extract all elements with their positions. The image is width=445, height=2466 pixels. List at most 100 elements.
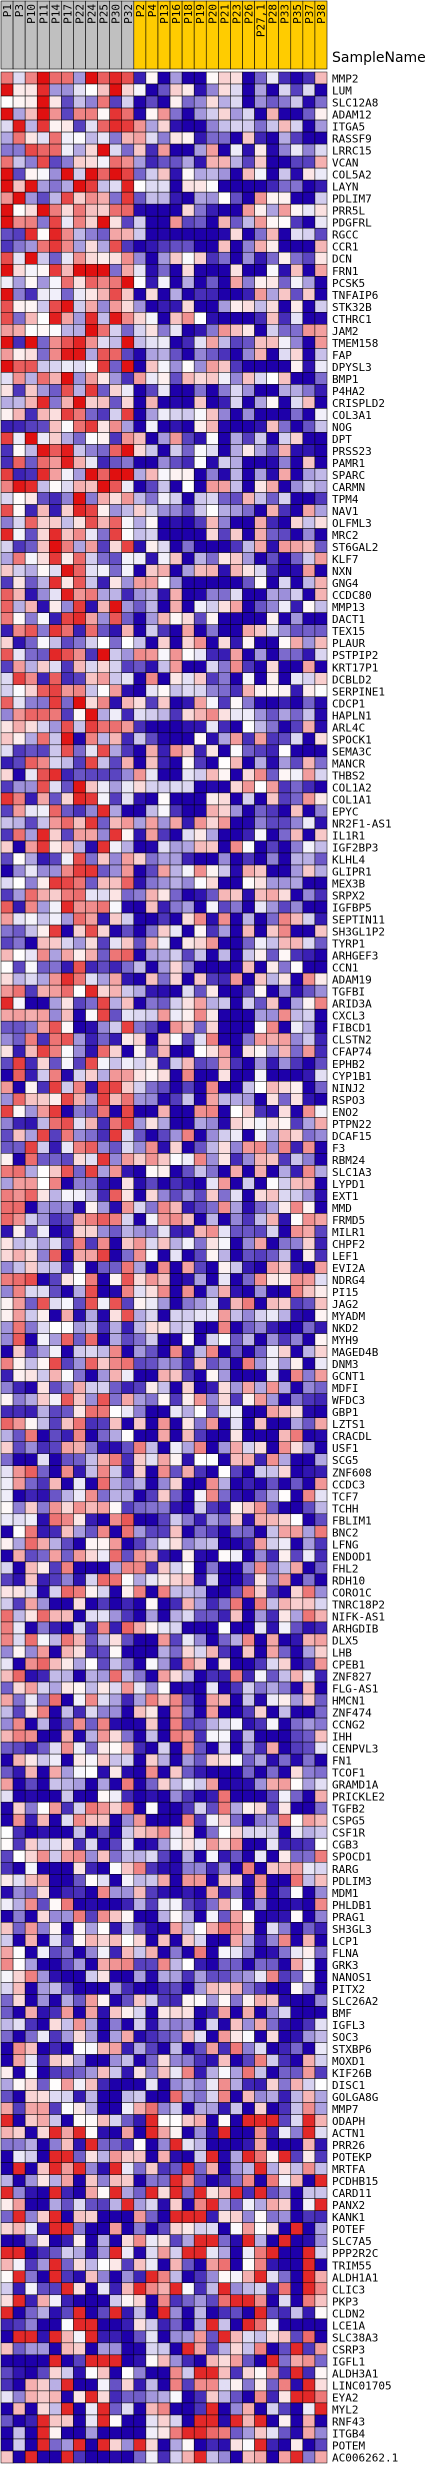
heatmap-cell: [266, 1849, 279, 1863]
heatmap-cell: [0, 1777, 14, 1791]
heatmap-cell: [206, 504, 219, 517]
heatmap-cell: [0, 492, 14, 505]
heatmap-cell: [61, 324, 74, 337]
heatmap-cell: [121, 1008, 135, 1022]
heatmap-cell: [230, 504, 243, 517]
heatmap-cell: [97, 552, 110, 565]
heatmap-cell: [218, 2066, 231, 2079]
heatmap-cell: [254, 107, 267, 121]
heatmap-cell: [230, 300, 243, 313]
heatmap-cell: [133, 648, 147, 661]
heatmap-cell: [206, 227, 219, 241]
heatmap-cell: [169, 2246, 183, 2259]
heatmap-cell: [290, 1369, 304, 1382]
heatmap-cell: [12, 1958, 26, 1971]
heatmap-cell: [61, 1225, 74, 1238]
heatmap-cell: [133, 2030, 147, 2043]
heatmap-cell: [242, 1525, 255, 1539]
heatmap-cell: [145, 444, 159, 457]
heatmap-cell: [290, 1585, 304, 1599]
heatmap-cell: [24, 516, 38, 529]
heatmap-cell: [230, 1753, 243, 1767]
heatmap-cell: [157, 71, 171, 85]
heatmap-cell: [133, 1741, 147, 1755]
heatmap-cell: [206, 2006, 219, 2019]
heatmap-cell: [254, 996, 267, 1010]
heatmap-cell: [133, 348, 147, 361]
heatmap-cell: [145, 288, 159, 301]
heatmap-cell: [218, 816, 231, 830]
heatmap-cell: [73, 1297, 86, 1310]
heatmap-cell: [314, 1441, 328, 1454]
heatmap-cell: [49, 456, 62, 469]
sample-label: P14: [49, 4, 62, 24]
heatmap-cell: [230, 888, 243, 902]
heatmap-cell: [302, 300, 316, 313]
heatmap-cell: [230, 1213, 243, 1226]
heatmap-cell: [206, 984, 219, 998]
heatmap-cell: [230, 468, 243, 481]
heatmap-cell: [24, 708, 38, 722]
heatmap-cell: [73, 588, 86, 601]
heatmap-cell: [290, 2126, 304, 2139]
heatmap-cell: [181, 1237, 195, 1250]
heatmap-cell: [85, 143, 98, 157]
heatmap-cell: [0, 1285, 14, 1298]
heatmap-cell: [121, 1321, 135, 1334]
heatmap-cell: [36, 1525, 50, 1539]
heatmap-cell: [230, 600, 243, 613]
heatmap-cell: [133, 2042, 147, 2055]
heatmap-cell: [169, 227, 183, 241]
heatmap-cell: [230, 1958, 243, 1971]
heatmap-cell: [36, 1369, 50, 1382]
heatmap-cell: [0, 1837, 14, 1851]
heatmap-cell: [193, 1153, 207, 1166]
heatmap-cell: [157, 1189, 171, 1202]
heatmap-cell: [109, 155, 122, 169]
heatmap-cell: [193, 251, 207, 265]
heatmap-cell: [12, 1393, 26, 1406]
heatmap-cell: [290, 2054, 304, 2067]
heatmap-cell: [61, 792, 74, 806]
heatmap-cell: [230, 480, 243, 493]
heatmap-cell: [121, 2162, 135, 2175]
heatmap-cell: [290, 852, 304, 866]
heatmap-cell: [145, 107, 159, 121]
heatmap-cell: [157, 1273, 171, 1286]
heatmap-cell: [73, 1561, 86, 1575]
heatmap-cell: [218, 696, 231, 710]
heatmap-cell: [218, 288, 231, 301]
heatmap-cell: [181, 1513, 195, 1527]
heatmap-cell: [121, 1765, 135, 1779]
heatmap-cell: [206, 2102, 219, 2115]
heatmap-cell: [230, 864, 243, 878]
heatmap-cell: [73, 227, 86, 241]
heatmap-cell: [12, 1165, 26, 1178]
heatmap-cell: [302, 167, 316, 181]
heatmap-cell: [218, 1958, 231, 1971]
heatmap-cell: [121, 1813, 135, 1827]
heatmap-cell: [145, 624, 159, 637]
heatmap-cell: [254, 336, 267, 349]
heatmap-cell: [49, 1597, 62, 1611]
heatmap-cell: [24, 1069, 38, 1082]
heatmap-cell: [0, 744, 14, 758]
heatmap-cell: [218, 1333, 231, 1346]
heatmap-cell: [109, 1729, 122, 1743]
heatmap-cell: [206, 888, 219, 902]
heatmap-cell: [314, 1069, 328, 1082]
heatmap-cell: [169, 2234, 183, 2247]
heatmap-cell: [133, 792, 147, 806]
heatmap-cell: [85, 780, 98, 794]
heatmap-cell: [266, 972, 279, 986]
sample-label: P4: [146, 4, 159, 18]
heatmap-cell: [242, 696, 255, 710]
heatmap-cell: [49, 864, 62, 878]
heatmap-cell: [218, 1201, 231, 1214]
heatmap-cell: [97, 1032, 110, 1046]
heatmap-cell: [314, 1321, 328, 1334]
heatmap-cell: [49, 612, 62, 625]
heatmap-cell: [290, 456, 304, 469]
heatmap-cell: [266, 420, 279, 433]
heatmap-cell: [61, 852, 74, 866]
